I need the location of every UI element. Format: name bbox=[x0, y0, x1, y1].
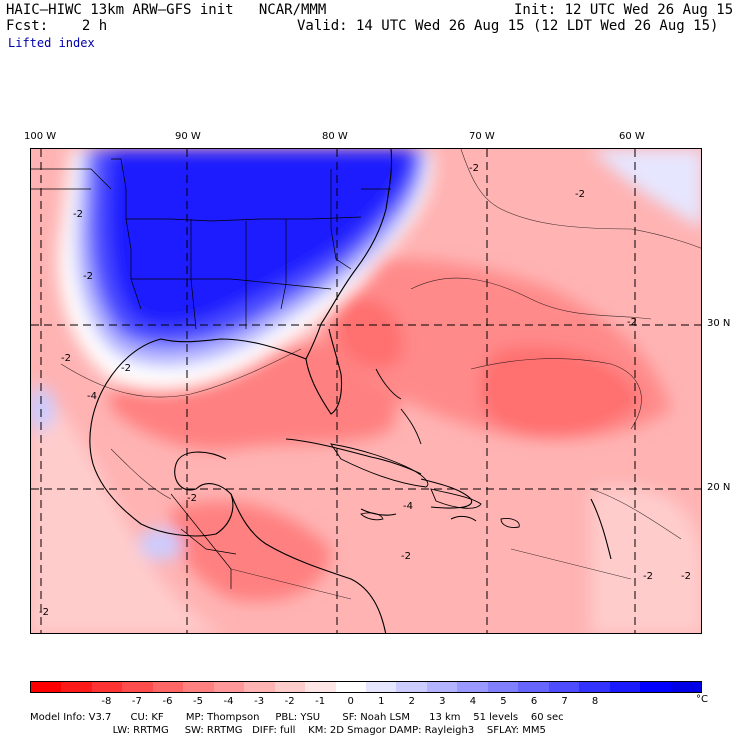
contour-value-labels: -2 -2 -2 -2 -2 -2 -2 -4 -2 -2 -2 -4 -2 -… bbox=[39, 163, 691, 618]
colorbar-tick-label: -4 bbox=[223, 696, 234, 707]
forecast-hour: Fcst: 2 h bbox=[6, 18, 108, 34]
colorbar-tick-label: 2 bbox=[408, 696, 415, 707]
colorbar bbox=[30, 681, 702, 693]
colorbar-cell bbox=[244, 682, 275, 692]
colorbar-tick-label: -1 bbox=[315, 696, 326, 707]
colorbar-cell bbox=[487, 682, 519, 692]
colorbar-cell bbox=[457, 682, 488, 692]
contour-label: -2 bbox=[575, 189, 585, 200]
colorbar-tick-label: -3 bbox=[254, 696, 265, 707]
field-name: Lifted index bbox=[8, 36, 95, 50]
contour-label: -4 bbox=[403, 501, 413, 512]
colorbar-cell bbox=[152, 682, 184, 692]
colorbar-cell bbox=[91, 682, 123, 692]
lon-label-60w: 60 W bbox=[619, 131, 645, 142]
contour-label: -2 bbox=[61, 353, 71, 364]
coastlines bbox=[89, 149, 612, 633]
lon-label-100w: 100 W bbox=[24, 131, 57, 142]
colorbar-cell bbox=[396, 682, 427, 692]
colorbar-cell bbox=[365, 682, 397, 692]
colorbar-tick-label: 8 bbox=[591, 696, 599, 707]
colorbar-cell bbox=[61, 682, 92, 692]
colorbar-tick-label: -6 bbox=[162, 696, 173, 707]
political-borders bbox=[31, 158, 391, 589]
colorbar-cell bbox=[335, 682, 366, 692]
colorbar-cell bbox=[305, 682, 336, 692]
lon-label-80w: 80 W bbox=[322, 131, 348, 142]
colorbar-unit: °C bbox=[696, 694, 708, 705]
colorbar-cell bbox=[670, 682, 701, 692]
contour-label: -2 bbox=[73, 209, 83, 220]
colorbar-tick-label: 3 bbox=[439, 696, 446, 707]
contour-label: -2 bbox=[187, 493, 197, 504]
contour-label: -2 bbox=[627, 317, 637, 328]
contour-label: -4 bbox=[87, 391, 97, 402]
colorbar-cell bbox=[274, 682, 306, 692]
colorbar-cell bbox=[183, 682, 214, 692]
lat-label-20n: 20 N bbox=[707, 482, 731, 493]
colorbar-tick-label: 5 bbox=[500, 696, 507, 707]
colorbar-cell bbox=[122, 682, 153, 692]
colorbar-cell bbox=[579, 682, 610, 692]
lifted-index-map: -2 -2 -2 -2 -2 -2 -2 -4 -2 -2 -2 -4 -2 -… bbox=[30, 148, 702, 634]
contour-label: -2 bbox=[401, 551, 411, 562]
colorbar-cell bbox=[548, 682, 580, 692]
colorbar-tick-label: 7 bbox=[561, 696, 568, 707]
colorbar-cell bbox=[31, 682, 62, 692]
contour-label: -2 bbox=[469, 163, 479, 174]
colorbar-cell bbox=[426, 682, 458, 692]
contour-label: -2 bbox=[121, 363, 131, 374]
colorbar-cell bbox=[640, 682, 671, 692]
colorbar-cell bbox=[213, 682, 245, 692]
contour-label: -2 bbox=[83, 271, 93, 282]
contour-lines bbox=[60, 149, 701, 600]
colorbar-tick-label: -8 bbox=[101, 696, 112, 707]
colorbar-tick-label: 1 bbox=[378, 696, 385, 707]
init-time: Init: 12 UTC Wed 26 Aug 15 bbox=[514, 2, 734, 18]
colorbar-tick-label: 4 bbox=[469, 696, 477, 707]
field-shading bbox=[31, 149, 701, 633]
lat-label-30n: 30 N bbox=[707, 318, 731, 329]
contour-label: -2 bbox=[39, 607, 49, 618]
model-title: HAIC–HIWC 13km ARW–GFS init NCAR/MMM bbox=[6, 2, 327, 18]
lon-label-90w: 90 W bbox=[175, 131, 201, 142]
valid-time: Valid: 14 UTC Wed 26 Aug 15 (12 LDT Wed … bbox=[297, 18, 719, 34]
model-info-line1: Model Info: V3.7 CU: KF MP: Thompson PBL… bbox=[30, 712, 564, 723]
contour-label: -2 bbox=[681, 571, 691, 582]
colorbar-tick-label: -2 bbox=[284, 696, 295, 707]
caribbean-islands bbox=[330, 368, 520, 528]
contour-label: -2 bbox=[643, 571, 653, 582]
lon-label-70w: 70 W bbox=[469, 131, 495, 142]
map-canvas: -2 -2 -2 -2 -2 -2 -2 -4 -2 -2 -2 -4 -2 -… bbox=[31, 149, 701, 633]
colorbar-cell bbox=[609, 682, 641, 692]
colorbar-cell bbox=[518, 682, 549, 692]
colorbar-tick-label: 6 bbox=[530, 696, 538, 707]
model-info-line2: LW: RRTMG SW: RRTMG DIFF: full KM: 2D Sm… bbox=[30, 725, 546, 736]
colorbar-tick-label: 0 bbox=[347, 696, 354, 707]
colorbar-tick-label: -5 bbox=[193, 696, 203, 707]
colorbar-tick-label: -7 bbox=[131, 696, 142, 707]
